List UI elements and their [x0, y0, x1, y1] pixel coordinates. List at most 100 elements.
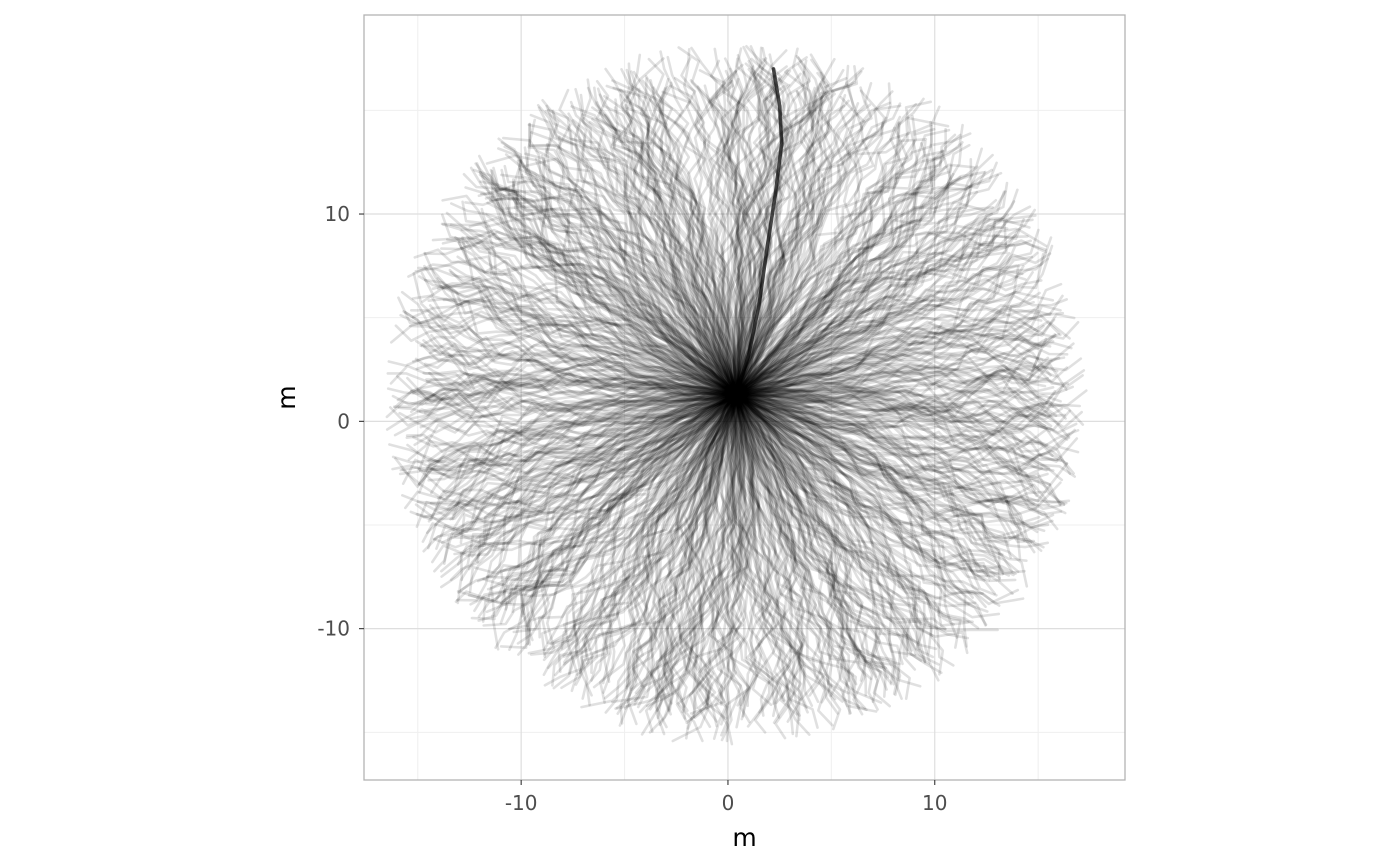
- track-line: [734, 64, 850, 396]
- track-line: [734, 393, 1017, 583]
- track-line: [651, 96, 738, 396]
- track-line: [734, 190, 1007, 396]
- track-line: [449, 393, 738, 521]
- track-line: [734, 393, 922, 688]
- track-line: [414, 393, 738, 538]
- track-line: [637, 87, 738, 396]
- track-line: [500, 141, 738, 396]
- track-line: [468, 217, 738, 396]
- track-line: [457, 240, 738, 396]
- track-line: [734, 81, 826, 396]
- track-line: [599, 393, 738, 704]
- x-axis-ticks: -10 0 10: [505, 780, 947, 815]
- track-line: [393, 392, 738, 437]
- track-line: [449, 393, 738, 581]
- track-line: [734, 390, 1072, 475]
- track-line: [500, 168, 738, 396]
- track-line: [734, 393, 980, 591]
- track-line: [734, 104, 846, 396]
- track-line: [721, 46, 763, 396]
- track-line: [603, 113, 738, 396]
- track-line: [445, 211, 738, 396]
- track-line: [734, 393, 1079, 476]
- track-line: [734, 393, 955, 667]
- track-line: [734, 324, 1045, 396]
- track-line: [558, 88, 738, 396]
- track-line: [445, 393, 738, 498]
- track-line: [511, 181, 738, 396]
- track-line: [440, 393, 738, 573]
- track-line: [543, 393, 738, 687]
- track-line: [658, 393, 738, 727]
- track-line: [734, 393, 989, 613]
- track-line: [734, 393, 1068, 523]
- track-line: [734, 393, 1043, 479]
- track-lines: [385, 45, 1088, 746]
- track-line: [734, 393, 1049, 549]
- track-line: [491, 393, 738, 651]
- track-line: [474, 393, 738, 563]
- track-line: [717, 393, 785, 702]
- track-line: [418, 393, 738, 486]
- track-line: [733, 72, 802, 396]
- track-line: [734, 165, 947, 396]
- track-line: [477, 393, 738, 618]
- track-line: [734, 264, 1020, 396]
- track-line: [734, 333, 1061, 396]
- track-line: [734, 199, 998, 396]
- track-line: [734, 393, 775, 721]
- track-line: [647, 57, 738, 396]
- track-line: [734, 393, 891, 708]
- track-line: [627, 62, 738, 396]
- track-line: [497, 147, 738, 396]
- track-line: [734, 101, 892, 396]
- track-line: [625, 393, 738, 688]
- track-line: [733, 393, 786, 702]
- track-line: [734, 384, 1064, 423]
- track-line: [734, 393, 999, 633]
- track-line: [673, 76, 754, 396]
- track-line: [698, 69, 738, 396]
- track-line: [734, 100, 932, 396]
- track-line: [734, 354, 1050, 396]
- track-line: [407, 393, 738, 461]
- track-line: [512, 393, 738, 634]
- track-line: [734, 393, 878, 713]
- track-line: [432, 393, 738, 541]
- track-line: [734, 393, 851, 715]
- track-line: [734, 347, 1054, 408]
- track-line: [671, 393, 738, 720]
- track-line: [734, 311, 1052, 396]
- track-line: [709, 47, 740, 396]
- track-line: [545, 104, 738, 396]
- track-line: [618, 393, 738, 727]
- track-line: [610, 106, 738, 396]
- track-line: [734, 102, 860, 396]
- track-line: [734, 264, 1025, 396]
- track-line: [480, 192, 738, 396]
- track-line: [685, 393, 738, 746]
- track-line: [492, 166, 738, 396]
- track-line: [596, 87, 738, 396]
- track-line: [697, 67, 738, 396]
- track-line: [734, 272, 1027, 396]
- major-gridlines: [364, 15, 1125, 780]
- track-line: [397, 390, 738, 442]
- track-line: [477, 393, 738, 622]
- track-line: [409, 393, 738, 521]
- track-line: [443, 393, 738, 565]
- track-line: [734, 386, 1055, 416]
- track-line: [734, 304, 1062, 396]
- track-line: [734, 56, 817, 396]
- track-line: [734, 393, 844, 703]
- track-line: [551, 109, 738, 396]
- track-line: [734, 393, 1022, 534]
- track-line: [734, 68, 845, 396]
- track-line: [510, 158, 738, 396]
- track-line: [430, 334, 738, 396]
- track-line: [624, 104, 738, 396]
- track-line: [734, 89, 886, 396]
- track-line: [734, 318, 1056, 396]
- track-line: [734, 393, 820, 703]
- track-line: [422, 393, 738, 553]
